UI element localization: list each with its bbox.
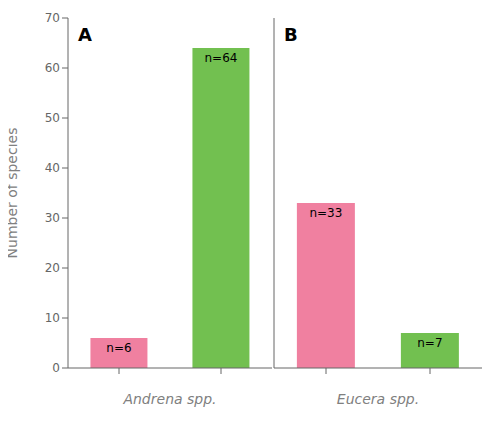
svg-text:30: 30 [45, 211, 60, 225]
svg-text:n=7: n=7 [417, 336, 442, 350]
svg-text:n=33: n=33 [309, 206, 342, 220]
svg-text:n=64: n=64 [204, 51, 237, 65]
svg-text:n=6: n=6 [106, 341, 131, 355]
svg-text:20: 20 [45, 261, 60, 275]
svg-text:Eucera spp.: Eucera spp. [337, 391, 419, 407]
svg-text:Number of species: Number of species [8, 128, 20, 259]
svg-text:70: 70 [45, 11, 60, 25]
html-text:A: A [78, 24, 92, 45]
svg-text:10: 10 [45, 311, 60, 325]
svg-text:Andrena spp.: Andrena spp. [122, 391, 216, 407]
svg-text:50: 50 [45, 111, 60, 125]
svg-text:40: 40 [45, 161, 60, 175]
svg-text:0: 0 [52, 361, 60, 375]
svg-text:60: 60 [45, 61, 60, 75]
html-text:B: B [284, 24, 298, 45]
